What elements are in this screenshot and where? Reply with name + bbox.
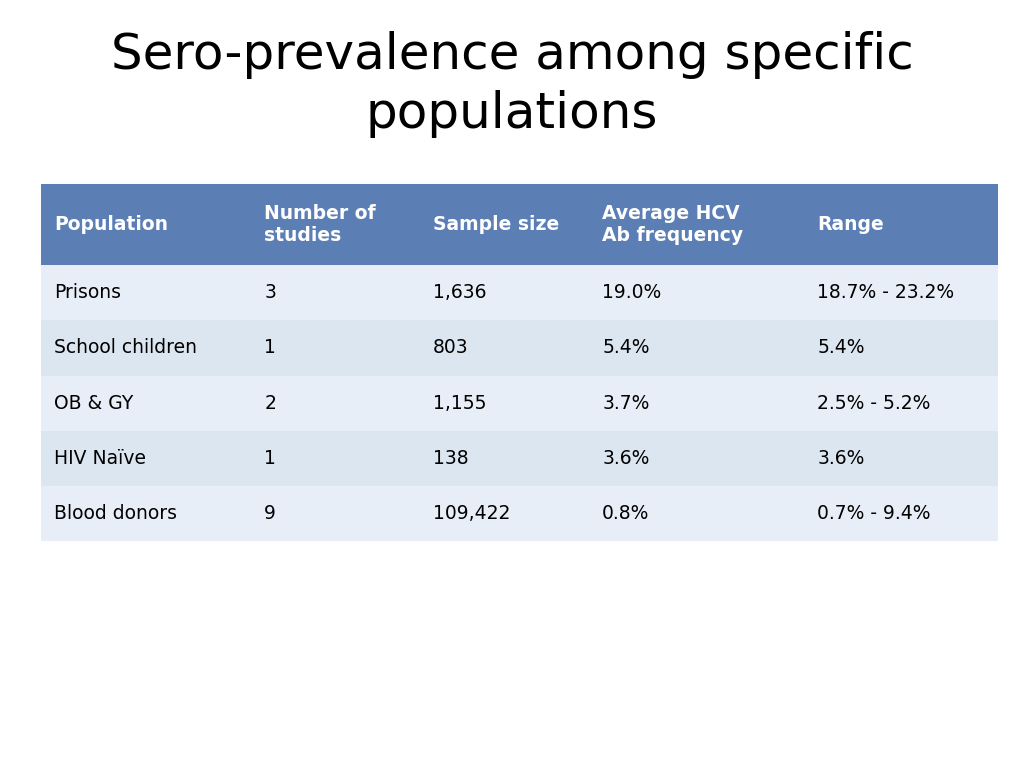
Text: School children: School children [54,339,198,357]
Text: 1,155: 1,155 [433,394,486,412]
Text: 138: 138 [433,449,469,468]
Text: Sample size: Sample size [433,215,559,234]
Text: 0.8%: 0.8% [602,505,649,523]
Text: 3: 3 [264,283,276,302]
Text: 5.4%: 5.4% [817,339,864,357]
Text: 803: 803 [433,339,469,357]
Text: Blood donors: Blood donors [54,505,177,523]
Text: 3.7%: 3.7% [602,394,649,412]
Text: 1: 1 [264,449,276,468]
Text: HIV Naïve: HIV Naïve [54,449,146,468]
Text: Range: Range [817,215,884,234]
Text: 3.6%: 3.6% [817,449,864,468]
Text: 2: 2 [264,394,276,412]
Text: 19.0%: 19.0% [602,283,662,302]
Text: 9: 9 [264,505,276,523]
Text: OB & GY: OB & GY [54,394,133,412]
Text: 0.7% - 9.4%: 0.7% - 9.4% [817,505,931,523]
Text: Sero-prevalence among specific
populations: Sero-prevalence among specific populatio… [111,31,913,138]
Text: Average HCV
Ab frequency: Average HCV Ab frequency [602,204,743,245]
Text: 2.5% - 5.2%: 2.5% - 5.2% [817,394,931,412]
Text: Prisons: Prisons [54,283,121,302]
Text: 109,422: 109,422 [433,505,511,523]
Text: 1: 1 [264,339,276,357]
Text: Number of
studies: Number of studies [264,204,376,245]
Text: 3.6%: 3.6% [602,449,649,468]
Text: 1,636: 1,636 [433,283,486,302]
Text: Population: Population [54,215,168,234]
Text: 18.7% - 23.2%: 18.7% - 23.2% [817,283,954,302]
Text: 5.4%: 5.4% [602,339,649,357]
